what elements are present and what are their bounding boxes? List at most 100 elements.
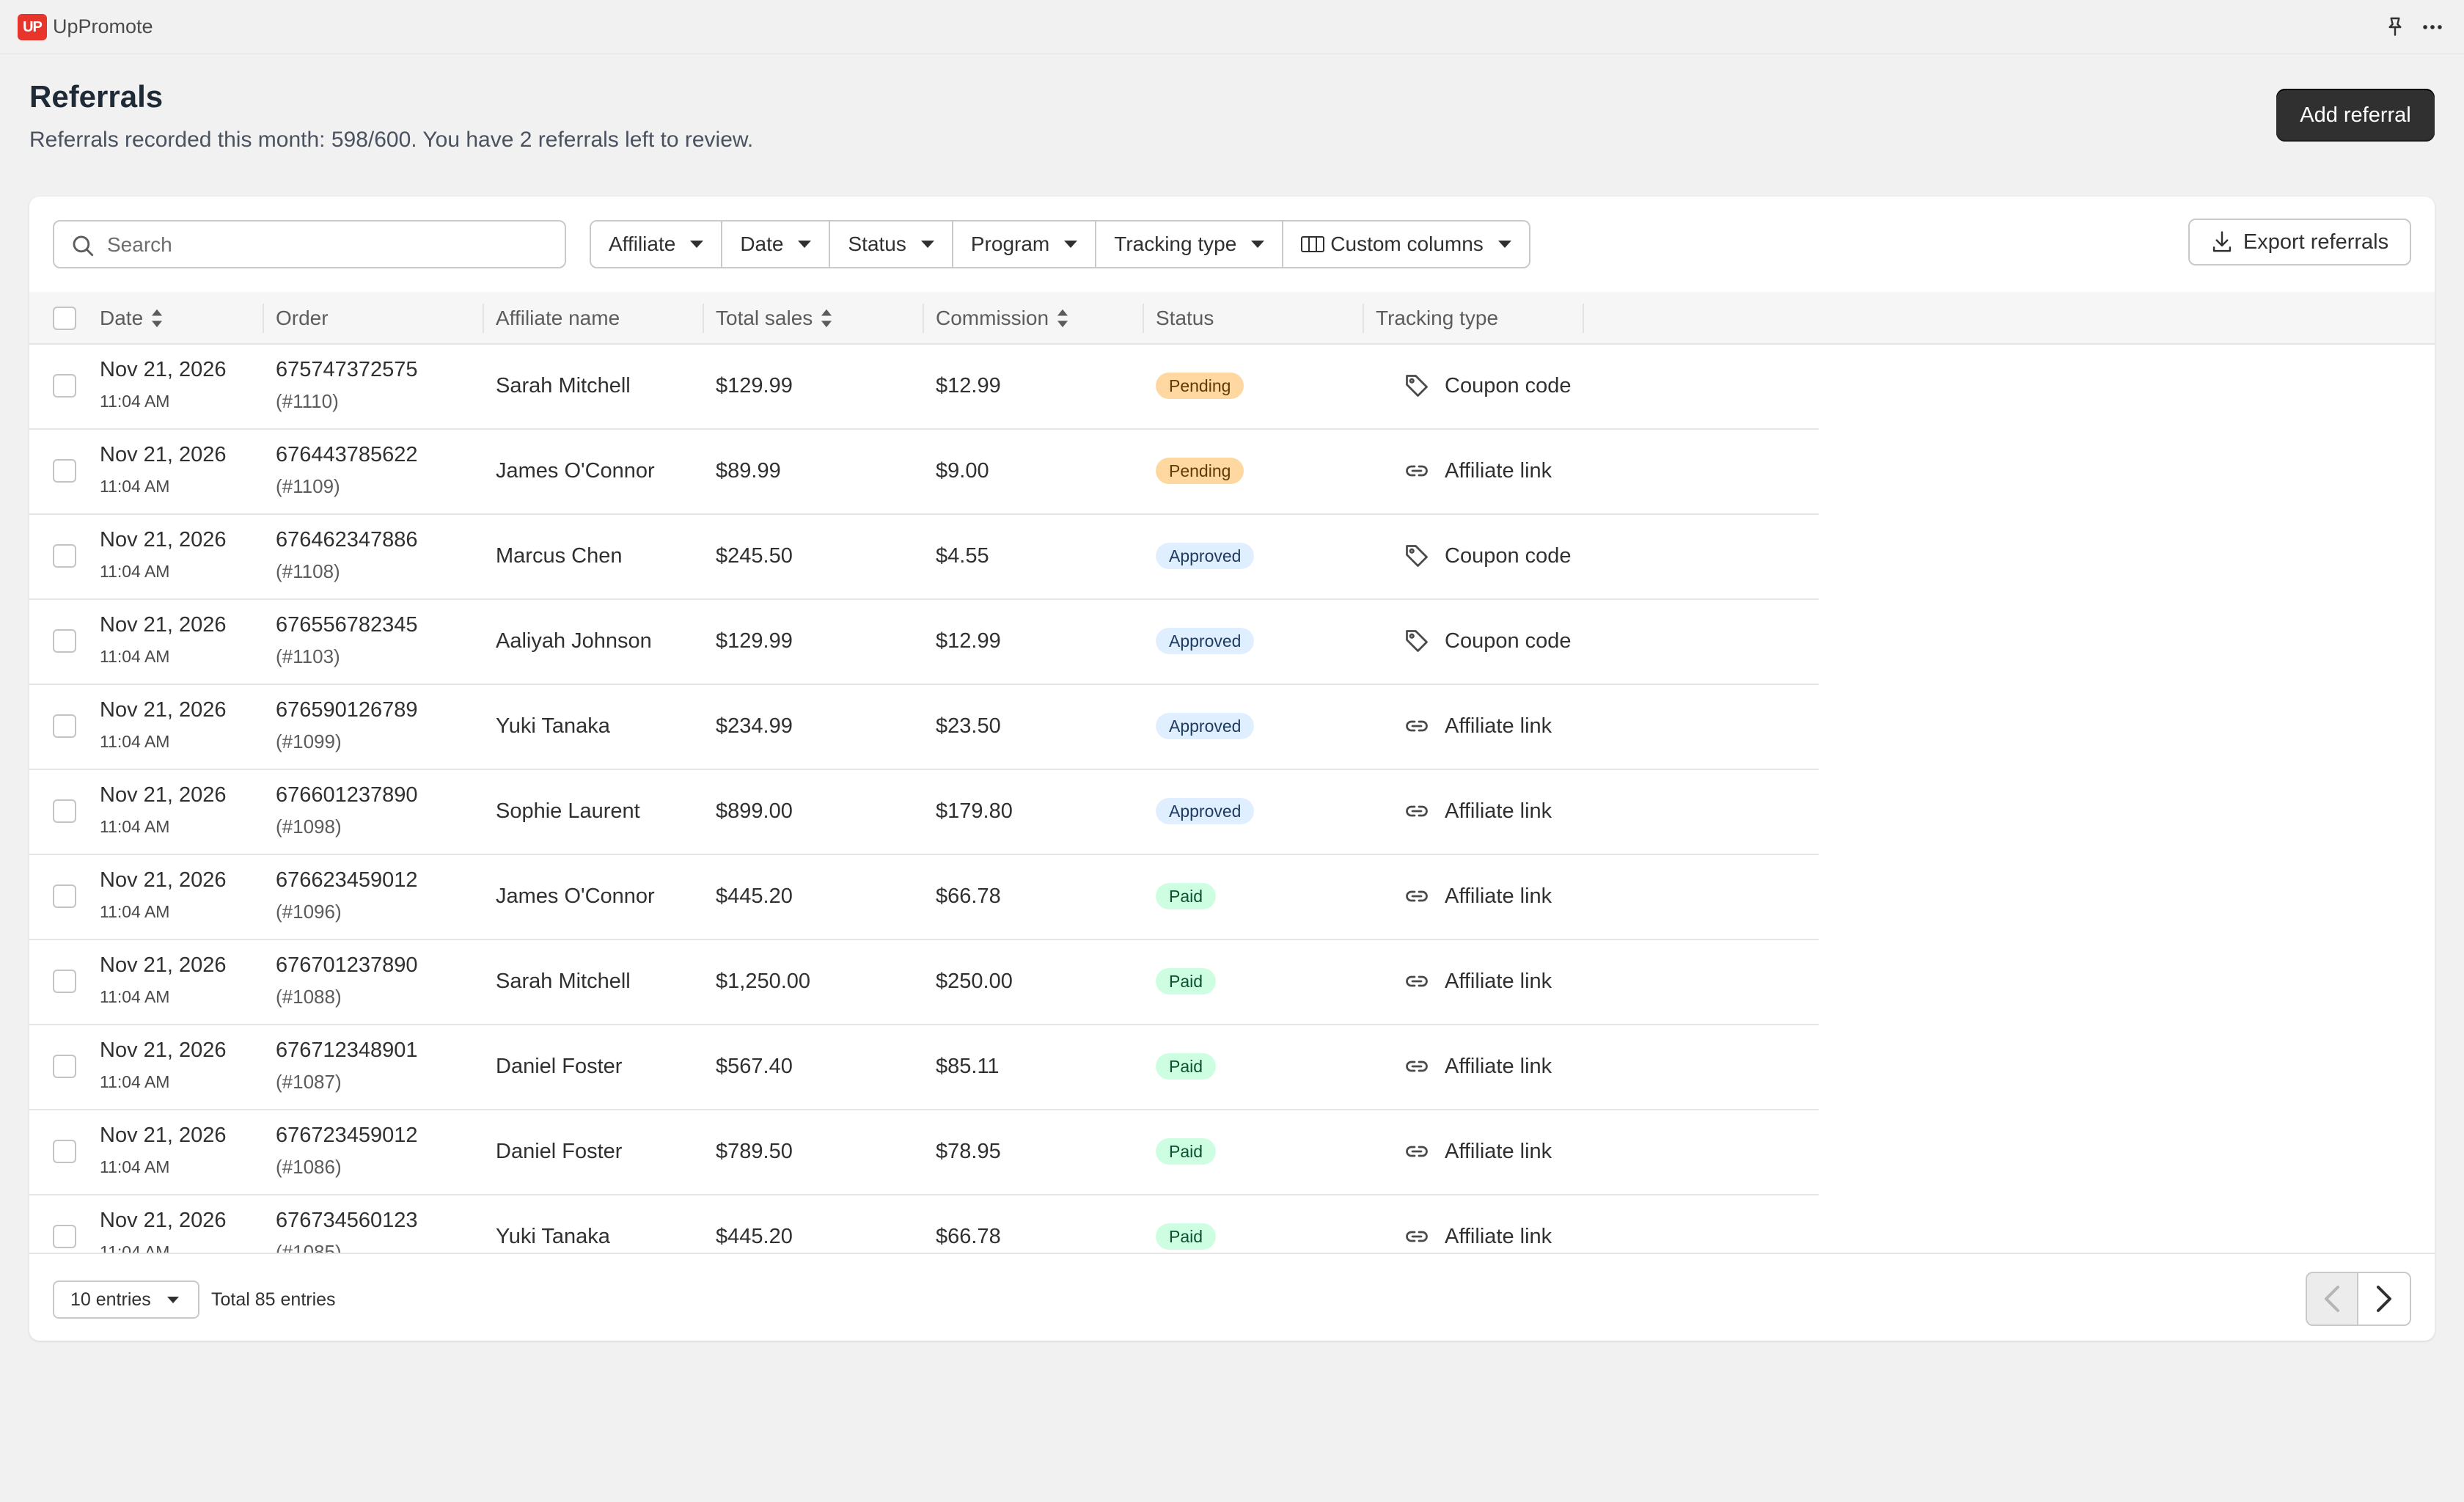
row-date: Nov 21, 2026 bbox=[100, 358, 227, 381]
filter-status[interactable]: Status bbox=[830, 221, 953, 267]
column-label: Tracking type bbox=[1376, 307, 1499, 329]
row-total-sales: $899.00 bbox=[716, 799, 793, 823]
row-checkbox[interactable] bbox=[53, 1140, 76, 1163]
row-checkbox[interactable] bbox=[53, 459, 76, 483]
row-order[interactable]: 676556782345 bbox=[276, 613, 418, 637]
row-checkbox[interactable] bbox=[53, 1225, 76, 1248]
row-date: Nov 21, 2026 bbox=[100, 613, 227, 637]
row-affiliate[interactable]: Marcus Chen bbox=[496, 544, 623, 568]
table-row[interactable]: Nov 21, 2026 11:04 AM 676601237890 (#109… bbox=[29, 770, 1819, 855]
row-order-ref: (#1098) bbox=[276, 816, 342, 838]
filter-program[interactable]: Program bbox=[953, 221, 1097, 267]
column-header-date[interactable]: Date bbox=[100, 307, 164, 330]
row-checkbox[interactable] bbox=[53, 799, 76, 823]
more-icon[interactable] bbox=[2420, 15, 2445, 40]
table-row[interactable]: Nov 21, 2026 11:04 AM 676556782345 (#110… bbox=[29, 600, 1819, 685]
next-page-button[interactable] bbox=[2358, 1273, 2410, 1325]
column-label: Total sales bbox=[716, 307, 813, 329]
table-row[interactable]: Nov 21, 2026 11:04 AM 676734560123 (#108… bbox=[29, 1195, 1819, 1254]
row-order-ref: (#1099) bbox=[276, 730, 342, 752]
top-bar: UP UpPromote bbox=[0, 0, 2464, 54]
row-order[interactable]: 676701237890 bbox=[276, 953, 418, 977]
row-date: Nov 21, 2026 bbox=[100, 868, 227, 892]
row-affiliate[interactable]: Daniel Foster bbox=[496, 1055, 623, 1078]
search-input[interactable] bbox=[107, 230, 547, 260]
link-icon bbox=[1406, 975, 1428, 987]
row-commission: $12.99 bbox=[936, 629, 1001, 653]
row-affiliate[interactable]: Daniel Foster bbox=[496, 1140, 623, 1163]
row-order[interactable]: 676723459012 bbox=[276, 1124, 418, 1147]
page-subtitle: Referrals recorded this month: 598/600. … bbox=[29, 128, 754, 152]
table-row[interactable]: Nov 21, 2026 11:04 AM 676590126789 (#109… bbox=[29, 685, 1819, 770]
row-total-sales: $234.99 bbox=[716, 714, 793, 738]
row-total-sales: $445.20 bbox=[716, 884, 793, 908]
column-header-commission[interactable]: Commission bbox=[936, 307, 1069, 330]
table-row[interactable]: Nov 21, 2026 11:04 AM 676462347886 (#110… bbox=[29, 515, 1819, 600]
sort-icon bbox=[1057, 309, 1068, 328]
column-divider bbox=[703, 304, 704, 333]
row-affiliate[interactable]: James O'Connor bbox=[496, 884, 655, 908]
row-affiliate[interactable]: Yuki Tanaka bbox=[496, 714, 610, 738]
filter-group: Affiliate Date Status Program Tracking t… bbox=[590, 220, 1530, 268]
select-all-checkbox[interactable] bbox=[53, 307, 76, 330]
row-date: Nov 21, 2026 bbox=[100, 1209, 227, 1232]
row-order[interactable]: 676462347886 bbox=[276, 528, 418, 552]
row-order[interactable]: 676443785622 bbox=[276, 443, 418, 466]
row-checkbox[interactable] bbox=[53, 884, 76, 908]
total-entries: Total 85 entries bbox=[211, 1289, 336, 1310]
tag-icon bbox=[1406, 545, 1428, 567]
download-icon bbox=[2212, 231, 2232, 252]
filter-custom-columns[interactable]: Custom columns bbox=[1283, 221, 1529, 267]
row-checkbox[interactable] bbox=[53, 544, 76, 568]
table-row[interactable]: Nov 21, 2026 11:04 AM 675747372575 (#111… bbox=[29, 345, 1819, 430]
pagination bbox=[2306, 1272, 2411, 1326]
row-order[interactable]: 675747372575 bbox=[276, 358, 418, 381]
row-total-sales: $789.50 bbox=[716, 1140, 793, 1163]
filter-date[interactable]: Date bbox=[722, 221, 831, 267]
column-divider bbox=[263, 304, 264, 333]
row-date: Nov 21, 2026 bbox=[100, 1038, 227, 1062]
pin-icon[interactable] bbox=[2383, 15, 2407, 40]
row-affiliate[interactable]: Sarah Mitchell bbox=[496, 970, 631, 993]
column-label: Status bbox=[1156, 307, 1214, 329]
row-order[interactable]: 676590126789 bbox=[276, 698, 418, 722]
row-tracking-type: Affiliate link bbox=[1445, 884, 1552, 908]
add-referral-button[interactable]: Add referral bbox=[2276, 89, 2435, 142]
table-row[interactable]: Nov 21, 2026 11:04 AM 676701237890 (#108… bbox=[29, 940, 1819, 1025]
row-time: 11:04 AM bbox=[100, 392, 170, 411]
filter-tracking-type[interactable]: Tracking type bbox=[1096, 221, 1284, 267]
filter-label: Custom columns bbox=[1330, 232, 1484, 255]
row-order[interactable]: 676623459012 bbox=[276, 868, 418, 892]
row-order-ref: (#1085) bbox=[276, 1241, 342, 1254]
table-row[interactable]: Nov 21, 2026 11:04 AM 676723459012 (#108… bbox=[29, 1110, 1819, 1195]
table-row[interactable]: Nov 21, 2026 11:04 AM 676443785622 (#110… bbox=[29, 430, 1819, 515]
row-checkbox[interactable] bbox=[53, 970, 76, 993]
row-checkbox[interactable] bbox=[53, 714, 76, 738]
filter-affiliate[interactable]: Affiliate bbox=[591, 221, 723, 267]
row-affiliate[interactable]: Aaliyah Johnson bbox=[496, 629, 652, 653]
row-affiliate[interactable]: James O'Connor bbox=[496, 459, 655, 483]
status-badge: Paid bbox=[1156, 883, 1217, 909]
export-referrals-button[interactable]: Export referrals bbox=[2188, 219, 2411, 265]
app-name: UpPromote bbox=[53, 15, 153, 37]
column-divider bbox=[1363, 304, 1364, 333]
row-affiliate[interactable]: Sarah Mitchell bbox=[496, 374, 631, 398]
row-affiliate[interactable]: Yuki Tanaka bbox=[496, 1225, 610, 1248]
row-time: 11:04 AM bbox=[100, 647, 170, 666]
sort-icon bbox=[821, 309, 832, 328]
row-tracking-type: Affiliate link bbox=[1445, 714, 1552, 738]
row-checkbox[interactable] bbox=[53, 1055, 76, 1078]
row-order[interactable]: 676734560123 bbox=[276, 1209, 418, 1232]
row-order[interactable]: 676712348901 bbox=[276, 1038, 418, 1062]
column-divider bbox=[1143, 304, 1144, 333]
row-checkbox[interactable] bbox=[53, 629, 76, 653]
previous-page-button[interactable] bbox=[2307, 1273, 2359, 1325]
table-row[interactable]: Nov 21, 2026 11:04 AM 676623459012 (#109… bbox=[29, 855, 1819, 940]
row-order[interactable]: 676601237890 bbox=[276, 783, 418, 807]
table-row[interactable]: Nov 21, 2026 11:04 AM 676712348901 (#108… bbox=[29, 1025, 1819, 1110]
row-affiliate[interactable]: Sophie Laurent bbox=[496, 799, 640, 823]
column-header-total-sales[interactable]: Total sales bbox=[716, 307, 833, 330]
search-box[interactable] bbox=[53, 220, 566, 268]
row-checkbox[interactable] bbox=[53, 374, 76, 398]
entries-per-page-select[interactable]: 10 entries bbox=[53, 1281, 199, 1319]
